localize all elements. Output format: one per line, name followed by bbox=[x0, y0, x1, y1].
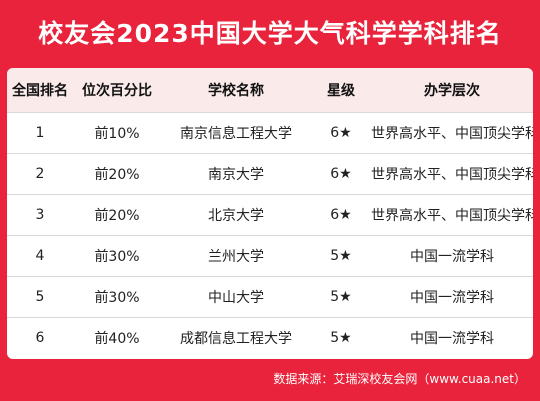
cell-stars: 5★ bbox=[330, 289, 352, 305]
header-rank: 全国排名 bbox=[12, 83, 68, 99]
cell-level: 中国一流学科 bbox=[410, 249, 494, 265]
cell-stars: 6★ bbox=[330, 125, 352, 141]
table-row: 2 前20% 南京大学 6★ 世界高水平、中国顶尖学科 bbox=[7, 154, 533, 195]
cell-level: 中国一流学科 bbox=[410, 290, 494, 306]
table-row: 3 前20% 北京大学 6★ 世界高水平、中国顶尖学科 bbox=[7, 195, 533, 236]
cell-percent: 前40% bbox=[94, 331, 140, 347]
cell-percent: 前20% bbox=[94, 208, 140, 224]
cell-stars: 6★ bbox=[330, 207, 352, 223]
cell-rank: 6 bbox=[35, 330, 45, 346]
cell-rank: 4 bbox=[35, 248, 45, 264]
table-row: 1 前10% 南京信息工程大学 6★ 世界高水平、中国顶尖学科 bbox=[7, 113, 533, 154]
cell-school: 南京信息工程大学 bbox=[180, 126, 292, 142]
header-school: 学校名称 bbox=[208, 83, 264, 99]
cell-rank: 5 bbox=[35, 289, 45, 305]
cell-percent: 前10% bbox=[94, 126, 140, 142]
cell-school: 兰州大学 bbox=[208, 249, 264, 265]
cell-level: 世界高水平、中国顶尖学科 bbox=[371, 126, 533, 142]
table-row: 6 前40% 成都信息工程大学 5★ 中国一流学科 bbox=[7, 318, 533, 358]
header-percent: 位次百分比 bbox=[82, 83, 152, 99]
cell-school: 中山大学 bbox=[208, 290, 264, 306]
table-row: 5 前30% 中山大学 5★ 中国一流学科 bbox=[7, 277, 533, 318]
header-stars: 星级 bbox=[327, 83, 355, 99]
cell-level: 中国一流学科 bbox=[410, 331, 494, 347]
table-header-row: 全国排名 位次百分比 学校名称 星级 办学层次 bbox=[7, 68, 533, 113]
cell-rank: 3 bbox=[35, 207, 45, 223]
cell-stars: 5★ bbox=[330, 248, 352, 264]
cell-stars: 6★ bbox=[330, 166, 352, 182]
cell-percent: 前30% bbox=[94, 290, 140, 306]
data-source-note: 数据来源：艾瑞深校友会网（www.cuaa.net） bbox=[273, 372, 526, 386]
cell-school: 南京大学 bbox=[208, 167, 264, 183]
cell-school: 成都信息工程大学 bbox=[180, 331, 292, 347]
cell-rank: 1 bbox=[35, 125, 45, 141]
header-level: 办学层次 bbox=[424, 83, 480, 99]
table-row: 4 前30% 兰州大学 5★ 中国一流学科 bbox=[7, 236, 533, 277]
cell-rank: 2 bbox=[35, 166, 45, 182]
ranking-table: 全国排名 位次百分比 学校名称 星级 办学层次 1 前10% 南京信息工程大学 … bbox=[7, 68, 533, 359]
cell-school: 北京大学 bbox=[208, 208, 264, 224]
cell-level: 世界高水平、中国顶尖学科 bbox=[371, 208, 533, 224]
cell-level: 世界高水平、中国顶尖学科 bbox=[371, 167, 533, 183]
page-title: 校友会2023中国大学大气科学学科排名 bbox=[38, 19, 502, 48]
cell-percent: 前20% bbox=[94, 167, 140, 183]
cell-percent: 前30% bbox=[94, 249, 140, 265]
cell-stars: 5★ bbox=[330, 330, 352, 346]
